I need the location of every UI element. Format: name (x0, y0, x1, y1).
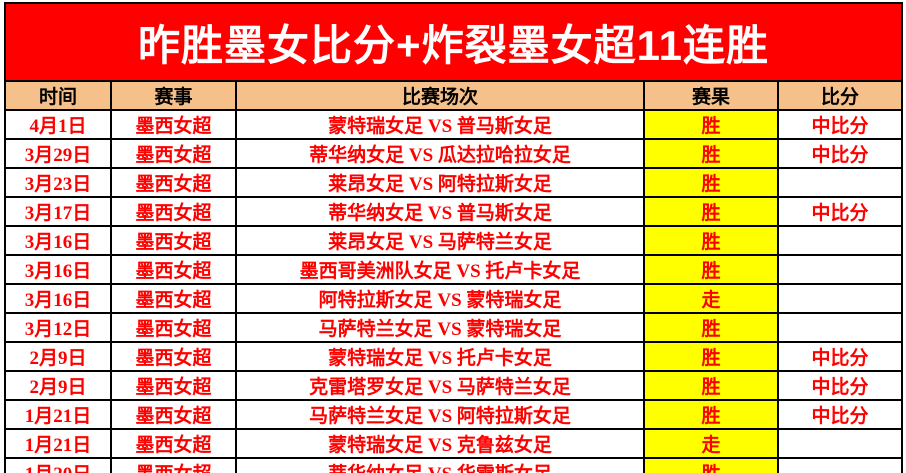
match-cell: 蒙特瑞女足 VS 普马斯女足 (235, 109, 645, 140)
match-cell: 克雷塔罗女足 VS 马萨特兰女足 (235, 370, 645, 401)
score-cell (776, 167, 904, 198)
date-cell: 1月20日 (4, 457, 112, 473)
table-row: 4月1日 墨西女超 蒙特瑞女足 VS 普马斯女足胜中比分 (4, 109, 904, 140)
league-cell: 墨西女超 (110, 196, 237, 227)
result-cell: 胜 (643, 341, 779, 372)
match-cell: 阿特拉斯女足 VS 蒙特瑞女足 (235, 283, 645, 314)
results-table-body: 4月1日 墨西女超 蒙特瑞女足 VS 普马斯女足胜中比分 3月29日 墨西女超 蒂华纳女足… (4, 109, 904, 473)
result-cell: 胜 (643, 167, 779, 198)
score-cell: 中比分 (776, 196, 904, 227)
score-cell (776, 312, 904, 343)
date-cell: 3月16日 (4, 254, 112, 285)
table-row: 3月17日 墨西女超 蒂华纳女足 VS 普马斯女足胜中比分 (4, 196, 904, 227)
score-cell: 中比分 (776, 399, 904, 430)
date-cell: 3月29日 (4, 138, 112, 169)
table-row: 3月16日 墨西女超 莱昂女足 VS 马萨特兰女足胜 (4, 225, 904, 256)
league-cell: 墨西女超 (110, 312, 237, 343)
result-cell: 胜 (643, 457, 779, 473)
banner-row: 昨胜墨女比分+炸裂墨女超11连胜 (3, 2, 904, 82)
match-cell: 墨西哥美洲队女足 VS 托卢卡女足 (235, 254, 645, 285)
match-cell: 蒙特瑞女足 VS 克鲁兹女足 (235, 428, 645, 459)
score-cell: 中比分 (776, 370, 904, 401)
match-cell: 莱昂女足 VS 马萨特兰女足 (235, 225, 645, 256)
score-cell (776, 254, 904, 285)
header-row: 时间 赛事 比赛场次 赛果 比分 (4, 80, 904, 111)
result-cell: 胜 (643, 109, 779, 140)
match-cell: 蒂华纳女足 VS 普马斯女足 (235, 196, 645, 227)
match-cell: 莱昂女足 VS 阿特拉斯女足 (235, 167, 645, 198)
col-header-time: 时间 (4, 80, 112, 111)
match-cell: 蒂华纳女足 VS 瓜达拉哈拉女足 (235, 138, 645, 169)
result-cell: 走 (643, 283, 779, 314)
table-row: 1月21日 墨西女超 蒙特瑞女足 VS 克鲁兹女足走 (4, 428, 904, 459)
date-cell: 2月9日 (4, 341, 112, 372)
score-cell (776, 225, 904, 256)
league-cell: 墨西女超 (110, 254, 237, 285)
score-cell: 中比分 (776, 138, 904, 169)
result-cell: 走 (643, 428, 779, 459)
league-cell: 墨西女超 (110, 109, 237, 140)
league-cell: 墨西女超 (110, 283, 237, 314)
date-cell: 3月17日 (4, 196, 112, 227)
table-row: 3月23日 墨西女超 莱昂女足 VS 阿特拉斯女足胜 (4, 167, 904, 198)
date-cell: 3月16日 (4, 283, 112, 314)
banner-title: 昨胜墨女比分+炸裂墨女超11连胜 (3, 2, 904, 82)
league-cell: 墨西女超 (110, 370, 237, 401)
match-cell: 马萨特兰女足 VS 蒙特瑞女足 (235, 312, 645, 343)
result-cell: 胜 (643, 370, 779, 401)
table-row: 2月9日 墨西女超 蒙特瑞女足 VS 托卢卡女足胜中比分 (4, 341, 904, 372)
score-cell: 中比分 (776, 341, 904, 372)
score-cell (776, 457, 904, 473)
col-header-match: 比赛场次 (235, 80, 645, 111)
date-cell: 2月9日 (4, 370, 112, 401)
league-cell: 墨西女超 (110, 341, 237, 372)
date-cell: 3月16日 (4, 225, 112, 256)
table-row: 3月16日 墨西女超 阿特拉斯女足 VS 蒙特瑞女足走 (4, 283, 904, 314)
date-cell: 3月12日 (4, 312, 112, 343)
match-cell: 马萨特兰女足 VS 阿特拉斯女足 (235, 399, 645, 430)
results-table: 昨胜墨女比分+炸裂墨女超11连胜 时间 赛事 比赛场次 赛果 比分 4月1日 墨西… (3, 2, 904, 473)
table-row: 2月9日 墨西女超 克雷塔罗女足 VS 马萨特兰女足胜中比分 (4, 370, 904, 401)
league-cell: 墨西女超 (110, 225, 237, 256)
result-cell: 胜 (643, 138, 779, 169)
league-cell: 墨西女超 (110, 167, 237, 198)
col-header-score: 比分 (776, 80, 904, 111)
date-cell: 1月21日 (4, 399, 112, 430)
date-cell: 3月23日 (4, 167, 112, 198)
date-cell: 4月1日 (4, 109, 112, 140)
score-cell (776, 428, 904, 459)
col-header-league: 赛事 (110, 80, 237, 111)
table-row: 3月29日 墨西女超 蒂华纳女足 VS 瓜达拉哈拉女足胜中比分 (4, 138, 904, 169)
league-cell: 墨西女超 (110, 399, 237, 430)
table-row: 1月20日墨西女超蒂华纳女足 VS 华雷斯女足胜 (4, 457, 904, 473)
result-cell: 胜 (643, 196, 779, 227)
league-cell: 墨西女超 (110, 138, 237, 169)
score-cell: 中比分 (776, 109, 904, 140)
result-cell: 胜 (643, 312, 779, 343)
date-cell: 1月21日 (4, 428, 112, 459)
result-cell: 胜 (643, 254, 779, 285)
score-cell (776, 283, 904, 314)
table-row: 3月12日 墨西女超 马萨特兰女足 VS 蒙特瑞女足胜 (4, 312, 904, 343)
table-row: 1月21日 墨西女超 马萨特兰女足 VS 阿特拉斯女足胜中比分 (4, 399, 904, 430)
league-cell: 墨西女超 (110, 457, 237, 473)
result-cell: 胜 (643, 225, 779, 256)
table-row: 3月16日 墨西女超 墨西哥美洲队女足 VS 托卢卡女足胜 (4, 254, 904, 285)
col-header-result: 赛果 (643, 80, 779, 111)
match-cell: 蒙特瑞女足 VS 托卢卡女足 (235, 341, 645, 372)
result-cell: 胜 (643, 399, 779, 430)
match-cell: 蒂华纳女足 VS 华雷斯女足 (235, 457, 645, 473)
league-cell: 墨西女超 (110, 428, 237, 459)
